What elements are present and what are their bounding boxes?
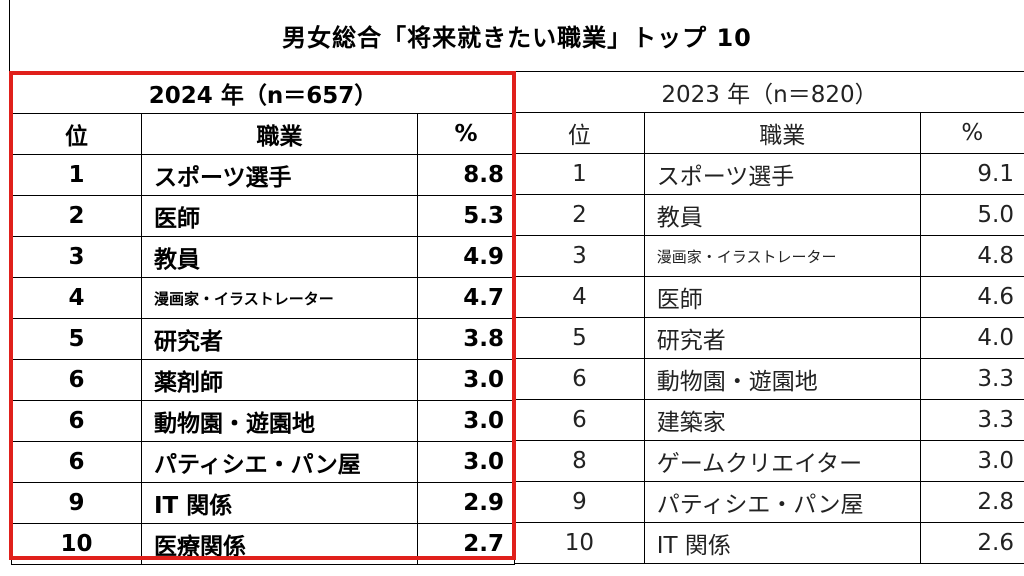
job-cell: パティシエ・パン屋 — [643, 481, 921, 523]
percent-cell: 2.6 — [919, 522, 1024, 564]
table-row: 6 動物園・遊園地 3.3 — [514, 358, 1024, 400]
job-cell: パティシエ・パン屋 — [141, 441, 418, 483]
ranking-table-2024: 2024 年（n＝657） 位 職業 % 1 スポーツ選手 8.8 2 医師 5.3 3 教員… — [11, 72, 515, 565]
year-heading-row: 2023 年（n＝820） — [514, 72, 1024, 113]
table-row: 4 医師 4.6 — [514, 276, 1024, 318]
job-cell: 建築家 — [643, 399, 921, 441]
job-cell: 教員 — [643, 194, 921, 236]
rank-cell: 3 — [514, 235, 645, 277]
rank-cell: 4 — [11, 277, 142, 319]
rank-cell: 6 — [11, 400, 142, 442]
job-cell: ゲームクリエイター — [643, 440, 921, 482]
job-cell: 漫画家・イラストレーター — [141, 277, 418, 319]
percent-cell: 5.3 — [417, 195, 515, 237]
column-header-row: 位 職業 % — [514, 112, 1024, 154]
percent-cell: 9.1 — [919, 153, 1024, 195]
percent-cell: 4.9 — [417, 236, 515, 278]
job-cell: 薬剤師 — [141, 359, 418, 401]
percent-cell: 3.0 — [417, 400, 515, 442]
table-row: 8 ゲームクリエイター 3.0 — [514, 440, 1024, 482]
rank-cell: 4 — [514, 276, 645, 318]
job-header: 職業 — [643, 112, 921, 154]
table-row: 3 教員 4.9 — [11, 236, 515, 278]
rank-cell: 6 — [11, 441, 142, 483]
job-cell: 医師 — [643, 276, 921, 318]
rank-cell: 2 — [514, 194, 645, 236]
job-cell: 動物園・遊園地 — [643, 358, 921, 400]
rank-cell: 1 — [514, 153, 645, 195]
job-cell: 動物園・遊園地 — [141, 400, 418, 442]
table-row: 9 パティシエ・パン屋 2.8 — [514, 481, 1024, 523]
rank-cell: 6 — [514, 358, 645, 400]
job-cell: 研究者 — [141, 318, 418, 360]
job-cell: IT 関係 — [141, 482, 418, 524]
job-cell: IT 関係 — [643, 522, 921, 564]
job-cell: スポーツ選手 — [141, 154, 418, 196]
table-row: 6 動物園・遊園地 3.0 — [11, 400, 515, 442]
percent-cell: 3.0 — [417, 359, 515, 401]
percent-cell: 4.8 — [919, 235, 1024, 277]
job-cell: 漫画家・イラストレーター — [643, 235, 921, 277]
table-row: 6 建築家 3.3 — [514, 399, 1024, 441]
percent-cell: 8.8 — [417, 154, 515, 196]
percent-cell: 4.6 — [919, 276, 1024, 318]
rank-cell: 3 — [11, 236, 142, 278]
job-header: 職業 — [141, 113, 418, 155]
year-heading-row: 2024 年（n＝657） — [11, 72, 515, 114]
percent-header: % — [919, 112, 1024, 154]
percent-cell: 3.0 — [417, 441, 515, 483]
job-cell: スポーツ選手 — [643, 153, 921, 195]
percent-cell: 2.8 — [919, 481, 1024, 523]
percent-cell: 5.0 — [919, 194, 1024, 236]
ranking-table-2023: 2023 年（n＝820） 位 職業 % 1 スポーツ選手 9.1 2 教員 5.0 3 漫画… — [514, 72, 1024, 564]
percent-header: % — [417, 113, 515, 155]
table-row: 6 パティシエ・パン屋 3.0 — [11, 441, 515, 483]
column-header-row: 位 職業 % — [11, 113, 515, 155]
rank-cell: 1 — [11, 154, 142, 196]
table-row: 10 医療関係 2.7 — [11, 523, 515, 565]
rank-cell: 5 — [514, 317, 645, 359]
job-cell: 教員 — [141, 236, 418, 278]
rank-cell: 10 — [11, 523, 142, 565]
percent-cell: 3.3 — [919, 399, 1024, 441]
table-row: 4 漫画家・イラストレーター 4.7 — [11, 277, 515, 319]
percent-cell: 3.8 — [417, 318, 515, 360]
percent-cell: 2.7 — [417, 523, 515, 565]
rank-cell: 10 — [514, 522, 645, 564]
year-heading-2023: 2023 年（n＝820） — [514, 72, 1024, 113]
percent-cell: 2.9 — [417, 482, 515, 524]
table-row: 6 薬剤師 3.0 — [11, 359, 515, 401]
job-cell: 医療関係 — [141, 523, 418, 565]
rank-cell: 9 — [514, 481, 645, 523]
table-row: 2 教員 5.0 — [514, 194, 1024, 236]
rank-cell: 2 — [11, 195, 142, 237]
rank-cell: 9 — [11, 482, 142, 524]
table-title: 男女総合「将来就きたい職業」トップ 10 — [9, 0, 1024, 72]
rank-cell: 5 — [11, 318, 142, 360]
percent-cell: 3.0 — [919, 440, 1024, 482]
table-row: 2 医師 5.3 — [11, 195, 515, 237]
table-row: 5 研究者 4.0 — [514, 317, 1024, 359]
job-cell: 医師 — [141, 195, 418, 237]
table-row: 1 スポーツ選手 9.1 — [514, 153, 1024, 195]
rank-header: 位 — [11, 113, 142, 155]
rank-header: 位 — [514, 112, 645, 154]
rank-cell: 6 — [514, 399, 645, 441]
rank-cell: 8 — [514, 440, 645, 482]
table-row: 5 研究者 3.8 — [11, 318, 515, 360]
table-row: 9 IT 関係 2.9 — [11, 482, 515, 524]
year-heading-2024: 2024 年（n＝657） — [11, 72, 515, 114]
percent-cell: 4.0 — [919, 317, 1024, 359]
table-row: 3 漫画家・イラストレーター 4.8 — [514, 235, 1024, 277]
job-cell: 研究者 — [643, 317, 921, 359]
rank-cell: 6 — [11, 359, 142, 401]
percent-cell: 4.7 — [417, 277, 515, 319]
table-row: 1 スポーツ選手 8.8 — [11, 154, 515, 196]
percent-cell: 3.3 — [919, 358, 1024, 400]
table-row: 10 IT 関係 2.6 — [514, 522, 1024, 564]
